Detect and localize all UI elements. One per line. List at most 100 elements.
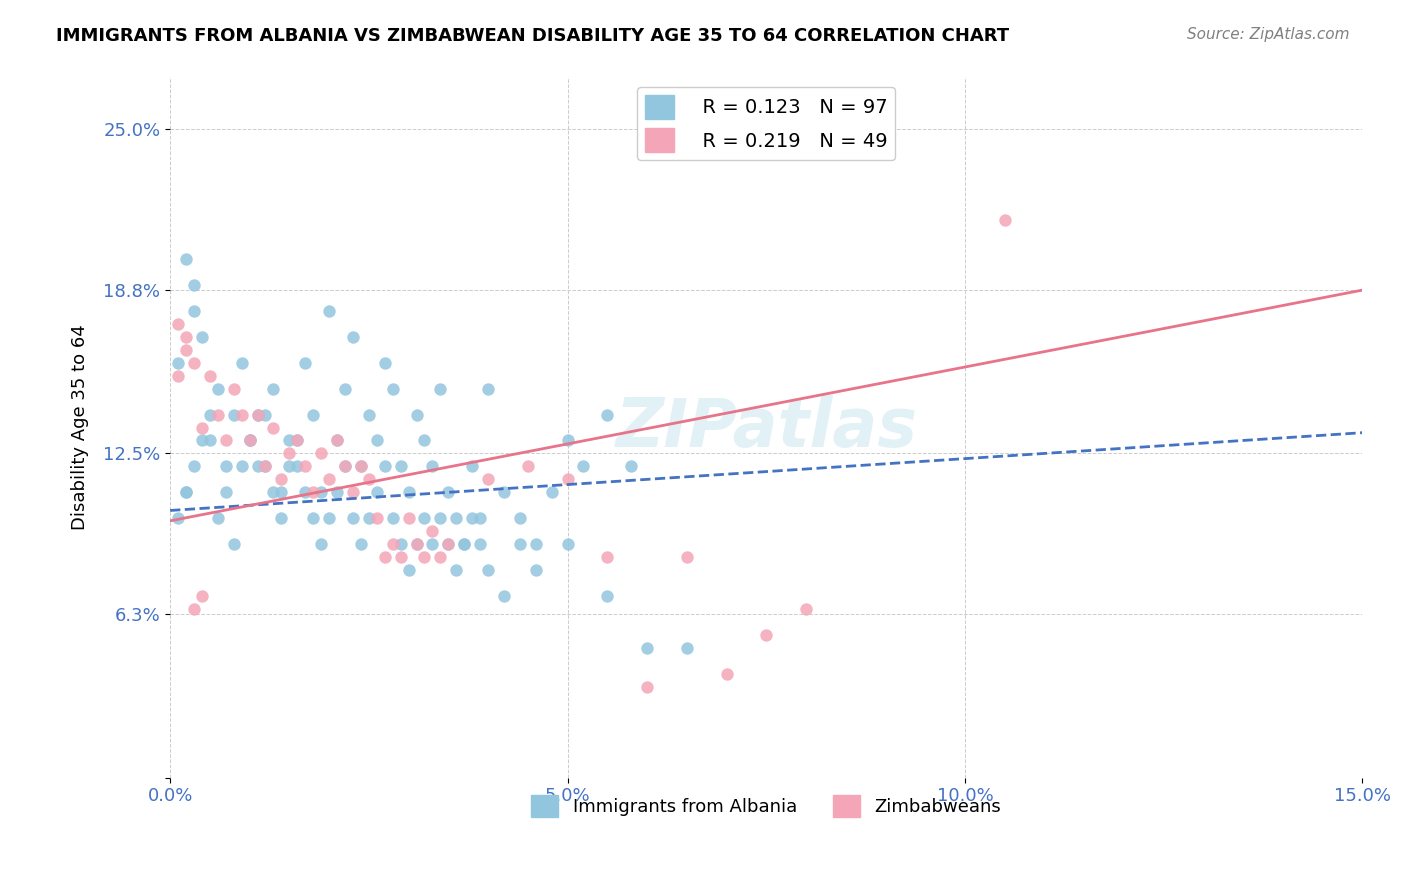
Point (254, 408, 277, 422)
Legend: Immigrants from Albania, Zimbabweans: Immigrants from Albania, Zimbabweans (524, 788, 1008, 824)
Point (596, 408, 619, 422)
Point (342, 511, 364, 525)
Point (405, 537, 427, 551)
Point (429, 550, 451, 565)
Point (755, 628, 778, 642)
Point (207, 382, 229, 396)
Point (366, 485, 388, 500)
Point (446, 563, 468, 577)
Point (239, 434, 262, 448)
Point (174, 252, 197, 266)
Point (174, 343, 197, 357)
Point (231, 356, 253, 370)
Point (239, 434, 262, 448)
Point (222, 382, 245, 396)
Point (437, 537, 460, 551)
Point (389, 537, 412, 551)
Point (477, 382, 499, 396)
Point (422, 537, 444, 551)
Point (198, 408, 221, 422)
Point (429, 511, 451, 525)
Point (620, 459, 643, 474)
Point (429, 382, 451, 396)
Point (285, 434, 308, 448)
Point (413, 511, 436, 525)
Point (405, 537, 427, 551)
Point (342, 330, 364, 344)
Point (398, 485, 420, 500)
Point (302, 408, 325, 422)
Point (174, 485, 197, 500)
Point (422, 459, 444, 474)
Point (492, 589, 515, 603)
Point (326, 434, 349, 448)
Point (524, 537, 547, 551)
Point (716, 666, 738, 681)
Point (540, 485, 562, 500)
Point (207, 408, 229, 422)
Point (191, 434, 214, 448)
Point (262, 485, 284, 500)
Text: ZIPatlas: ZIPatlas (616, 394, 917, 460)
Point (557, 537, 579, 551)
Point (191, 420, 214, 434)
Point (246, 408, 269, 422)
Point (357, 408, 380, 422)
Point (318, 303, 340, 318)
Point (174, 485, 197, 500)
Point (461, 511, 484, 525)
Point (636, 680, 658, 694)
Text: IMMIGRANTS FROM ALBANIA VS ZIMBABWEAN DISABILITY AGE 35 TO 64 CORRELATION CHART: IMMIGRANTS FROM ALBANIA VS ZIMBABWEAN DI… (56, 27, 1010, 45)
Point (318, 511, 340, 525)
Point (509, 537, 531, 551)
Point (453, 537, 475, 551)
Point (357, 472, 380, 486)
Point (262, 420, 284, 434)
Point (492, 485, 515, 500)
Point (270, 472, 292, 486)
Point (198, 434, 221, 448)
Point (374, 550, 396, 565)
Point (191, 330, 214, 344)
Point (366, 511, 388, 525)
Point (453, 537, 475, 551)
Point (207, 511, 229, 525)
Point (231, 459, 253, 474)
Point (374, 356, 396, 370)
Point (278, 446, 301, 460)
Point (374, 459, 396, 474)
Point (254, 459, 277, 474)
Point (167, 368, 190, 383)
Point (302, 485, 325, 500)
Point (231, 408, 253, 422)
Point (270, 511, 292, 525)
Point (333, 382, 356, 396)
Point (381, 382, 404, 396)
Point (437, 485, 460, 500)
Point (572, 459, 595, 474)
Point (326, 485, 349, 500)
Point (318, 472, 340, 486)
Point (285, 434, 308, 448)
Point (468, 537, 491, 551)
Point (167, 317, 190, 331)
Point (309, 446, 332, 460)
Point (174, 330, 197, 344)
Point (405, 408, 427, 422)
Point (350, 459, 373, 474)
Point (422, 524, 444, 539)
Point (994, 213, 1017, 227)
Point (381, 537, 404, 551)
Point (294, 356, 316, 370)
Point (596, 589, 619, 603)
Point (557, 472, 579, 486)
Point (366, 434, 388, 448)
Point (389, 459, 412, 474)
Point (413, 550, 436, 565)
Point (215, 485, 238, 500)
Point (516, 459, 538, 474)
Point (246, 408, 269, 422)
Point (278, 459, 301, 474)
Point (398, 563, 420, 577)
Point (477, 472, 499, 486)
